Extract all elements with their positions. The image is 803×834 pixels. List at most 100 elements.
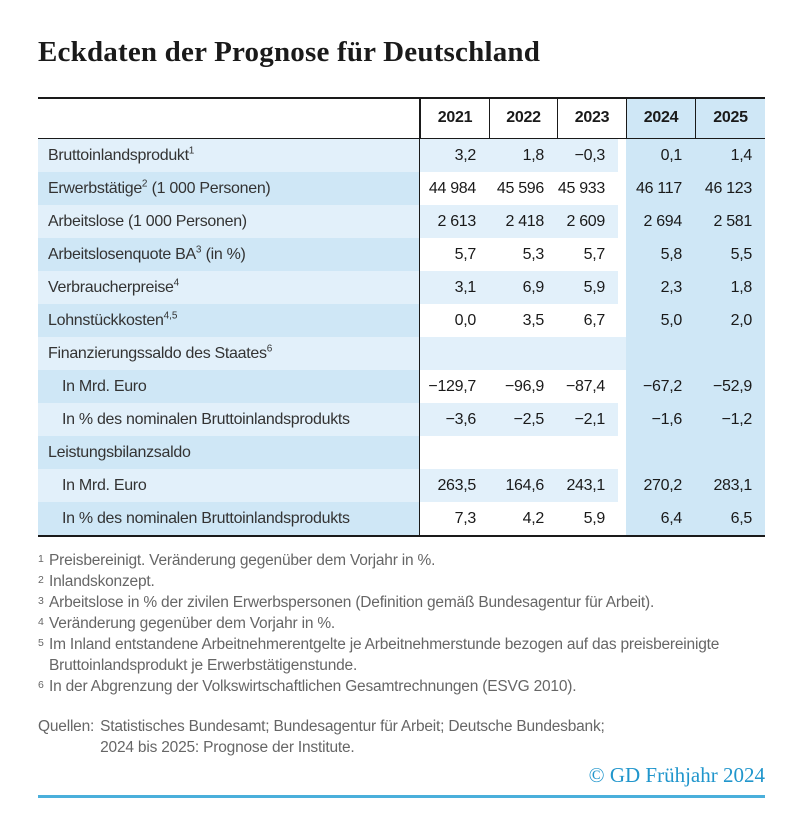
value-cell-forecast [695,436,765,469]
footnote-marker: 6 [38,679,44,691]
table-row-arbeitslosenquote: Arbeitslosenquote BA3 (in %) 5,7 5,3 5,7… [38,238,765,271]
footnote-2: 2 Inlandskonzept. [38,571,765,592]
table-row-arbeitslose: Arbeitslose (1 000 Personen) 2 613 2 418… [38,205,765,238]
value-cell-forecast: 2,0 [695,304,765,337]
footnotes-list: 1 Preisbereinigt. Veränderung gegenüber … [38,550,765,697]
value-cell: 2 613 [420,205,489,238]
value-cell: −96,9 [489,370,557,403]
value-cell-forecast: −1,6 [626,403,695,436]
value-cell-forecast: 5,0 [626,304,695,337]
value-cell: 3,5 [489,304,557,337]
value-cell [557,436,626,469]
value-cell: 3,2 [420,139,489,172]
row-label: Arbeitslosenquote BA3 (in %) [38,238,420,271]
table-header-row: 2021 2022 2023 2024 2025 [38,99,765,139]
value-cell-forecast [626,436,695,469]
value-cell: −2,1 [557,403,626,436]
footnote-text: Inlandskonzept. [49,573,155,590]
value-cell: 5,7 [420,238,489,271]
footnote-3: 3 Arbeitslose in % der zivilen Erwerbspe… [38,592,765,613]
footnote-4: 4 Veränderung gegenüber dem Vorjahr in %… [38,613,765,634]
footnote-text: In der Abgrenzung der Volkswirtschaftlic… [49,678,577,695]
table-row-bruttoinlandsprodukt: Bruttoinlandsprodukt1 3,2 1,8 −0,3 0,1 1… [38,139,765,172]
row-label: In Mrd. Euro [38,469,420,502]
sources-block: Quellen: Statistisches Bundesamt; Bundes… [38,716,765,758]
table-row-leistungsbilanz-prozent-bip: In % des nominalen Bruttoinlandsprodukts… [38,502,765,535]
footnote-ref: 6 [266,343,273,355]
table-row-lohnstueckkosten: Lohnstückkosten4,5 0,0 3,5 6,7 5,0 2,0 [38,304,765,337]
footnote-text: Arbeitslose in % der zivilen Erwerbspers… [49,594,655,611]
row-label: Bruttoinlandsprodukt1 [38,139,420,172]
value-cell: −0,3 [557,139,626,172]
value-cell: 7,3 [420,502,489,535]
value-cell-forecast: 270,2 [626,469,695,502]
value-cell: 44 984 [420,172,489,205]
value-cell: 4,2 [489,502,557,535]
value-cell: 5,7 [557,238,626,271]
year-header-2024: 2024 [626,99,695,138]
footnote-1: 1 Preisbereinigt. Veränderung gegenüber … [38,550,765,571]
value-cell [489,436,557,469]
page: Eckdaten der Prognose für Deutschland 20… [38,36,765,798]
table-row-finanzierungssaldo-prozent-bip: In % des nominalen Bruttoinlandsprodukts… [38,403,765,436]
sources-line-2: 2024 bis 2025: Prognose der Institute. [100,739,355,756]
footnote-marker: 4 [38,616,44,628]
value-cell: 2 418 [489,205,557,238]
table-row-leistungsbilanzsaldo-group: Leistungsbilanzsaldo [38,436,765,469]
footnote-ref: 2 [141,178,148,190]
value-cell: 45 596 [489,172,557,205]
value-cell-forecast: 2 694 [626,205,695,238]
forecast-table: 2021 2022 2023 2024 2025 Bruttoinlandspr… [38,97,765,537]
year-header-2021: 2021 [420,99,489,138]
footnote-text: Preisbereinigt. Veränderung gegenüber de… [49,552,436,569]
value-cell-forecast: −1,2 [695,403,765,436]
value-cell-forecast: −67,2 [626,370,695,403]
footnote-marker: 3 [38,595,44,607]
value-cell-forecast: 5,8 [626,238,695,271]
value-cell [489,337,557,370]
value-cell: 0,0 [420,304,489,337]
value-cell [420,436,489,469]
footnote-text: Veränderung gegenüber dem Vorjahr in %. [49,615,336,632]
value-cell: 3,1 [420,271,489,304]
value-cell: 6,7 [557,304,626,337]
row-label: In % des nominalen Bruttoinlandsprodukts [38,502,420,535]
value-cell: 5,9 [557,271,626,304]
year-header-2025: 2025 [695,99,765,138]
row-label: Lohnstückkosten4,5 [38,304,420,337]
sources-label: Quellen: [38,718,95,735]
year-header-2022: 2022 [489,99,557,138]
value-cell: −87,4 [557,370,626,403]
value-cell: 164,6 [489,469,557,502]
value-cell-forecast: 6,4 [626,502,695,535]
bottom-rule-divider [38,795,765,798]
footnote-ref: 3 [195,244,202,256]
page-title: Eckdaten der Prognose für Deutschland [38,36,541,68]
row-label: In Mrd. Euro [38,370,420,403]
table-row-leistungsbilanz-mrd-euro: In Mrd. Euro 263,5 164,6 243,1 270,2 283… [38,469,765,502]
sources-lines: Statistisches Bundesamt; Bundesagentur f… [100,716,765,758]
value-cell: −129,7 [420,370,489,403]
value-cell-forecast [695,337,765,370]
footnote-marker: 5 [38,637,44,649]
copyright-credit: © GD Frühjahr 2024 [588,763,765,787]
value-cell-forecast: 0,1 [626,139,695,172]
value-cell: 6,9 [489,271,557,304]
row-label: Arbeitslose (1 000 Personen) [38,205,420,238]
row-label: Leistungsbilanzsaldo [38,436,420,469]
value-cell: 1,8 [489,139,557,172]
footnote-marker: 1 [38,553,44,565]
footnote-ref: 4 [173,277,180,289]
year-header-2023: 2023 [557,99,626,138]
row-label: Finanzierungssaldo des Staates6 [38,337,420,370]
value-cell: −2,5 [489,403,557,436]
row-label: Verbraucherpreise4 [38,271,420,304]
value-cell-forecast: 46 123 [695,172,765,205]
footnote-ref: 1 [188,145,195,157]
value-cell: 243,1 [557,469,626,502]
footnote-marker: 2 [38,574,44,586]
value-cell: 263,5 [420,469,489,502]
footnote-text: Im Inland entstandene Arbeitnehmerentgel… [49,636,720,674]
row-label: In % des nominalen Bruttoinlandsprodukts [38,403,420,436]
value-cell-forecast: 6,5 [695,502,765,535]
